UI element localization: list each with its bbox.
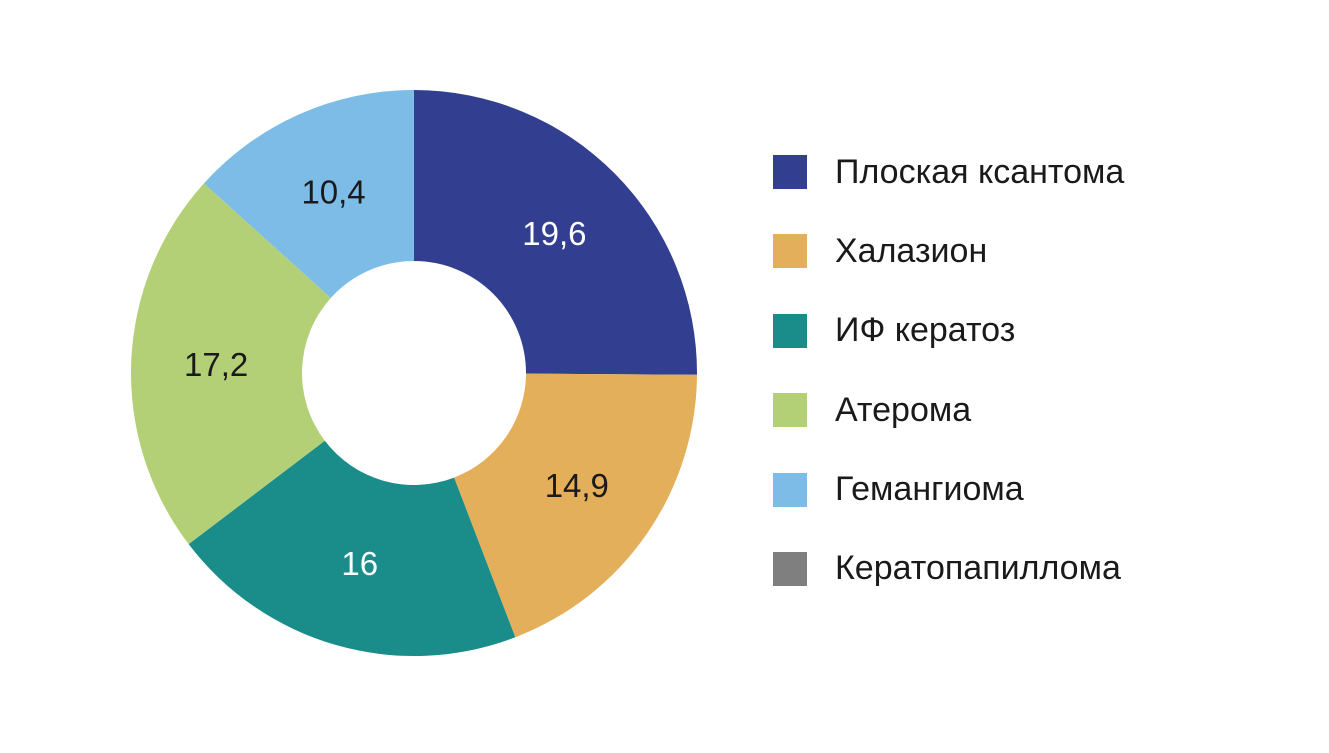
donut-slice-1 bbox=[414, 90, 697, 375]
legend-label: Плоская ксантома bbox=[835, 152, 1125, 191]
slice-value-label: 14,9 bbox=[545, 467, 609, 504]
legend-swatch bbox=[773, 393, 807, 428]
slice-value-label: 16 bbox=[341, 545, 378, 582]
donut-slice-5 bbox=[203, 90, 414, 298]
legend-swatch bbox=[773, 472, 807, 507]
legend-swatch bbox=[773, 313, 807, 348]
donut-slice-4 bbox=[131, 183, 331, 545]
legend-swatch bbox=[773, 234, 807, 269]
legend-label: ИФ кератоз bbox=[835, 311, 1016, 350]
legend-label: Кератопапиллома bbox=[835, 549, 1121, 588]
chart-legend: Плоская ксантома Халазион ИФ кератоз Ате… bbox=[773, 152, 1124, 628]
legend-item-1: Плоская ксантома bbox=[773, 152, 1124, 192]
legend-swatch bbox=[773, 551, 807, 586]
legend-label: Атерома bbox=[835, 390, 972, 429]
legend-item-6: Кератопапиллома bbox=[773, 549, 1124, 589]
legend-label: Халазион bbox=[835, 231, 988, 270]
legend-item-4: Атерома bbox=[773, 390, 1124, 430]
legend-item-2: Халазион bbox=[773, 231, 1124, 271]
legend-swatch bbox=[773, 155, 807, 189]
legend-item-5: Гемангиома bbox=[773, 470, 1124, 510]
legend-label: Гемангиома bbox=[835, 470, 1024, 509]
donut-slice-2 bbox=[454, 373, 697, 638]
donut-slice-3 bbox=[188, 440, 516, 657]
slice-value-label: 19,6 bbox=[522, 215, 586, 252]
slice-value-label: 10,4 bbox=[301, 174, 365, 211]
legend-item-3: ИФ кератоз bbox=[773, 311, 1124, 351]
slice-value-label: 17,2 bbox=[184, 346, 248, 383]
